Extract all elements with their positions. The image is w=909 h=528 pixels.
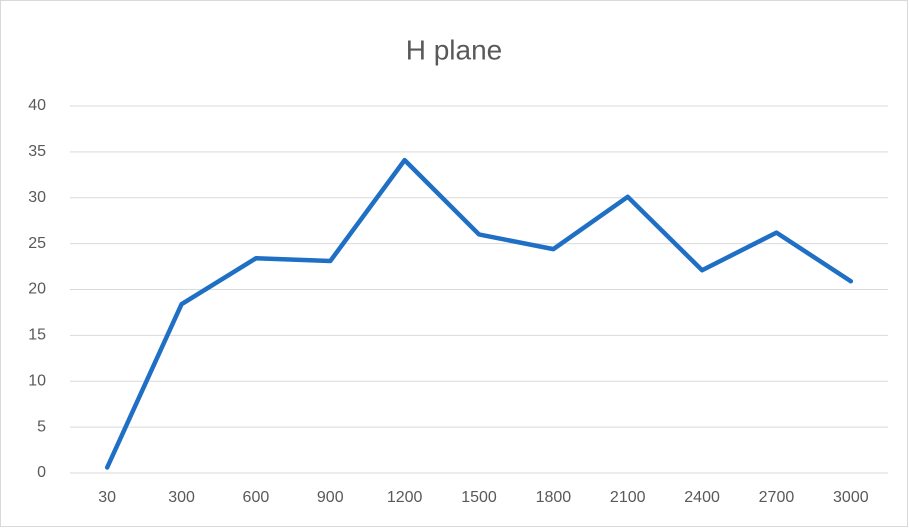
y-tick-label: 20 (28, 281, 46, 298)
x-tick-label: 600 (243, 489, 270, 506)
y-tick-label: 30 (28, 189, 46, 206)
x-tick-label: 900 (317, 489, 344, 506)
x-tick-label: 1500 (461, 489, 497, 506)
x-tick-label: 1200 (387, 489, 423, 506)
y-tick-label: 10 (28, 372, 46, 389)
x-tick-label: 300 (168, 489, 195, 506)
x-tick-label: 2100 (610, 489, 646, 506)
y-tick-label: 35 (28, 143, 46, 160)
x-tick-label: 2700 (759, 489, 795, 506)
y-tick-label: 15 (28, 327, 46, 344)
y-tick-label: 0 (37, 464, 46, 481)
y-tick-label: 25 (28, 235, 46, 252)
x-tick-label: 30 (98, 489, 116, 506)
chart-title: H plane (406, 34, 503, 65)
x-tick-label: 1800 (536, 489, 572, 506)
line-series (104, 157, 854, 470)
y-tick-label: 5 (37, 418, 46, 435)
x-tick-label: 2400 (684, 489, 720, 506)
y-tick-label: 40 (28, 97, 46, 114)
x-tick-label: 3000 (833, 489, 869, 506)
